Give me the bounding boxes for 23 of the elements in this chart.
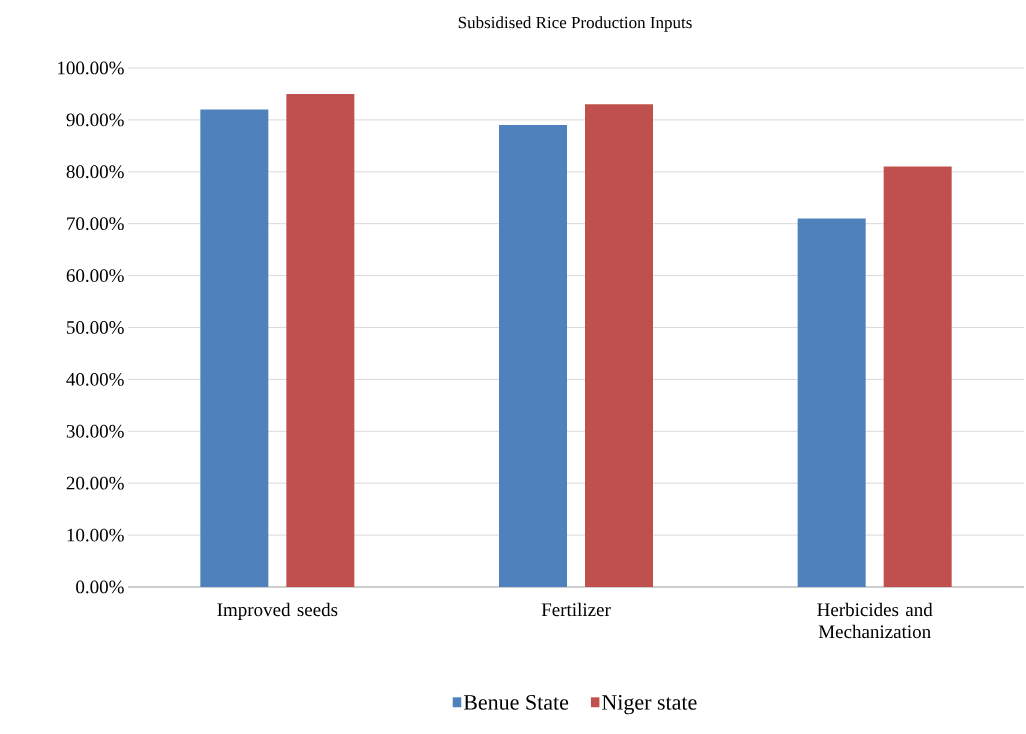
chart-title: Subsidised Rice Production Inputs — [458, 16, 692, 32]
y-tick-label: 70.00% — [67, 217, 124, 231]
bar — [883, 166, 952, 587]
y-tick-label: 40.00% — [66, 372, 124, 386]
y-tick-label: 10.00% — [67, 528, 124, 542]
y-tick-label: 60.00% — [66, 269, 124, 283]
x-tick-label: Fertilizer — [541, 602, 611, 617]
y-tick-label: 50.00% — [67, 321, 124, 334]
y-tick-label: 90.00% — [66, 113, 124, 127]
y-tick-label: 30.00% — [66, 424, 124, 438]
legend-label: Niger state — [602, 694, 697, 715]
bar — [200, 109, 269, 587]
bar — [797, 218, 866, 587]
x-tick-label: Improved seeds — [217, 602, 338, 620]
y-tick-label: 80.00% — [66, 165, 124, 179]
bar — [585, 104, 654, 587]
y-tick-label: 0.00% — [76, 580, 124, 594]
y-tick-label: 100.00% — [58, 61, 124, 75]
legend-label: Benue State — [463, 694, 569, 710]
bar — [499, 125, 568, 587]
x-tick-label: Herbicides and Mechanization — [817, 602, 933, 639]
bar — [286, 93, 355, 587]
y-tick-label: 20.00% — [66, 476, 124, 490]
